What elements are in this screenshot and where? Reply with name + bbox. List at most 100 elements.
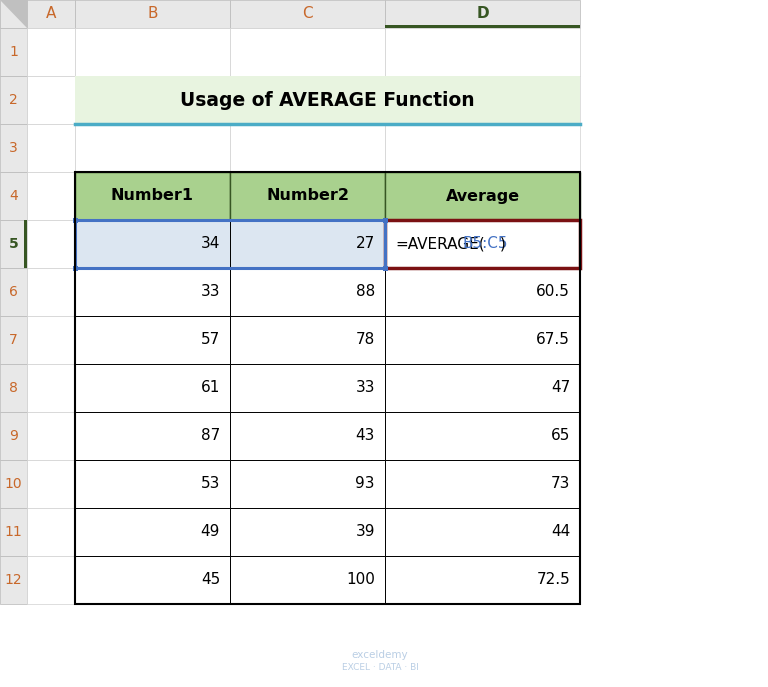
Text: 45: 45 — [200, 572, 220, 587]
Text: 60.5: 60.5 — [536, 284, 570, 300]
Text: EXCEL · DATA · BI: EXCEL · DATA · BI — [342, 662, 419, 671]
Bar — [27, 124, 75, 172]
Bar — [75, 556, 230, 604]
Text: 5: 5 — [8, 237, 18, 251]
Bar — [75, 556, 230, 604]
Bar — [385, 364, 580, 412]
Bar — [385, 364, 580, 412]
Bar — [230, 316, 385, 364]
Bar — [230, 556, 385, 604]
Bar — [230, 76, 385, 124]
Bar — [72, 218, 78, 223]
Bar — [0, 508, 27, 556]
Bar — [27, 364, 75, 412]
Bar — [385, 412, 580, 460]
Bar — [385, 220, 580, 268]
Bar — [230, 220, 385, 268]
Text: 27: 27 — [356, 236, 375, 251]
Bar — [385, 268, 580, 316]
Bar — [75, 76, 580, 124]
Bar — [27, 316, 75, 364]
Bar — [230, 364, 385, 412]
Bar — [75, 268, 230, 316]
Text: 8: 8 — [9, 381, 18, 395]
Bar — [75, 268, 230, 316]
Bar — [75, 124, 230, 172]
Text: 47: 47 — [551, 381, 570, 396]
Bar — [230, 172, 385, 220]
Bar — [75, 172, 230, 220]
Bar — [27, 460, 75, 508]
Text: 57: 57 — [200, 333, 220, 348]
Text: 3: 3 — [9, 141, 18, 155]
Bar — [0, 76, 27, 124]
Text: 53: 53 — [200, 477, 220, 491]
Text: 88: 88 — [356, 284, 375, 300]
Text: 61: 61 — [200, 381, 220, 396]
Text: 49: 49 — [200, 524, 220, 539]
Text: 73: 73 — [551, 477, 570, 491]
Bar — [230, 460, 385, 508]
Text: 43: 43 — [356, 429, 375, 444]
Bar — [27, 0, 75, 28]
Text: 2: 2 — [9, 93, 18, 107]
Bar — [230, 220, 385, 268]
Text: 7: 7 — [9, 333, 18, 347]
Bar — [385, 508, 580, 556]
Text: Usage of AVERAGE Function: Usage of AVERAGE Function — [180, 91, 475, 109]
Bar — [0, 124, 27, 172]
Bar — [230, 556, 385, 604]
Text: A: A — [46, 6, 56, 21]
Bar — [230, 268, 385, 316]
Bar — [230, 364, 385, 412]
Bar — [72, 265, 78, 271]
Text: C: C — [302, 6, 313, 21]
Text: 9: 9 — [9, 429, 18, 443]
Text: D: D — [476, 6, 488, 21]
Bar — [230, 508, 385, 556]
Text: Number1: Number1 — [111, 188, 194, 203]
Polygon shape — [0, 0, 27, 28]
Bar — [27, 28, 75, 76]
Bar — [385, 172, 580, 220]
Bar — [230, 460, 385, 508]
Bar — [0, 316, 27, 364]
Bar — [27, 268, 75, 316]
Text: 78: 78 — [356, 333, 375, 348]
Text: B5:C5: B5:C5 — [462, 236, 508, 251]
Bar — [75, 412, 230, 460]
Bar — [75, 412, 230, 460]
Text: 87: 87 — [200, 429, 220, 444]
Bar — [230, 412, 385, 460]
Bar — [230, 0, 385, 28]
Bar — [385, 76, 580, 124]
Text: Average: Average — [445, 188, 520, 203]
Text: ): ) — [500, 236, 506, 251]
Bar — [75, 364, 230, 412]
Bar — [75, 76, 230, 124]
Bar — [385, 124, 580, 172]
Text: 72.5: 72.5 — [536, 572, 570, 587]
Bar — [75, 508, 230, 556]
Bar — [385, 220, 580, 268]
Text: 6: 6 — [9, 285, 18, 299]
Bar — [385, 316, 580, 364]
Text: 100: 100 — [346, 572, 375, 587]
Bar — [0, 172, 27, 220]
Bar — [75, 220, 230, 268]
Text: =AVERAGE(: =AVERAGE( — [395, 236, 485, 251]
Bar — [27, 172, 75, 220]
Bar — [0, 28, 27, 76]
Bar — [24, 220, 27, 268]
Bar — [75, 0, 230, 28]
Text: 39: 39 — [356, 524, 375, 539]
Bar — [0, 364, 27, 412]
Text: 12: 12 — [5, 573, 22, 587]
Bar — [385, 0, 580, 28]
Bar — [75, 172, 580, 604]
Bar — [382, 265, 388, 271]
Text: 34: 34 — [200, 236, 220, 251]
Text: 65: 65 — [551, 429, 570, 444]
Bar — [385, 460, 580, 508]
Text: 33: 33 — [200, 284, 220, 300]
